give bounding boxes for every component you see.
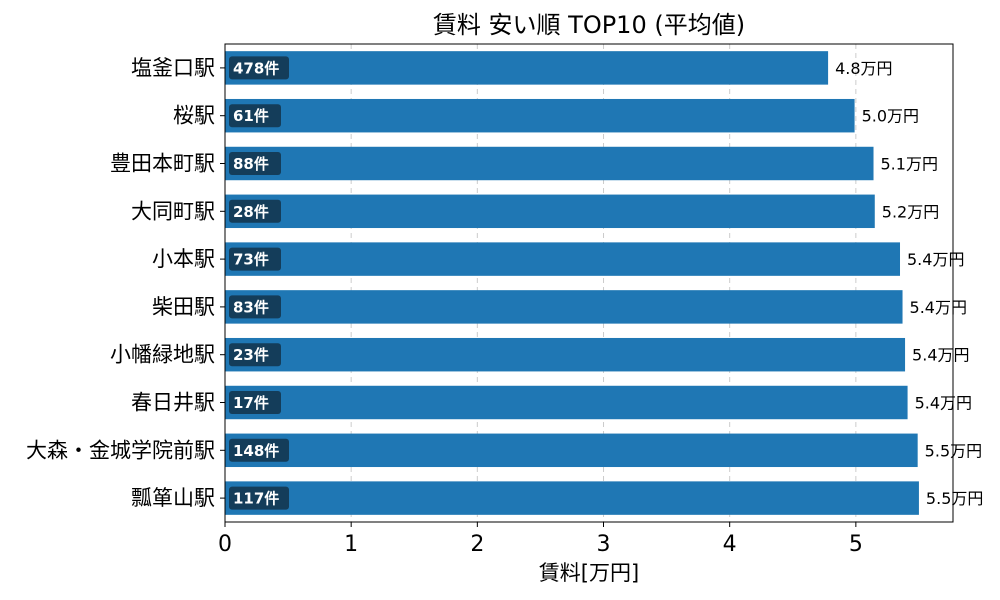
value-label: 5.2万円	[882, 202, 939, 221]
value-label: 5.4万円	[910, 298, 967, 317]
bar	[225, 146, 874, 181]
count-badge	[229, 199, 281, 223]
x-tick-label: 4	[723, 532, 737, 557]
y-tick-label: 瓢箪山駅	[131, 486, 215, 510]
y-tick-label: 小本駅	[152, 247, 215, 271]
count-badge	[229, 247, 281, 271]
value-label: 5.4万円	[915, 394, 972, 413]
y-tick-label: 大同町駅	[131, 199, 215, 223]
value-label: 4.8万円	[835, 59, 892, 78]
value-label: 5.5万円	[926, 489, 983, 508]
count-label: 73件	[233, 251, 269, 269]
count-label: 117件	[233, 490, 279, 508]
count-label: 28件	[233, 203, 269, 221]
bar	[225, 337, 906, 372]
count-label: 61件	[233, 107, 269, 125]
count-label: 83件	[233, 298, 269, 316]
x-tick-label: 2	[470, 532, 484, 557]
count-badge	[229, 104, 281, 128]
y-tick-label: 桜駅	[173, 104, 215, 128]
count-label: 17件	[233, 394, 269, 412]
bar	[225, 481, 919, 515]
x-tick-label: 0	[218, 532, 232, 557]
y-tick-label: 小幡緑地駅	[110, 343, 215, 367]
bar	[225, 194, 875, 229]
bar	[225, 290, 903, 324]
count-badge	[229, 56, 289, 80]
count-badge	[229, 343, 281, 367]
bar	[225, 385, 908, 420]
count-label: 148件	[233, 442, 279, 460]
x-axis: 0 1 2 3 4 5	[218, 522, 863, 557]
count-badge	[229, 438, 289, 462]
value-label: 5.1万円	[881, 155, 938, 174]
count-badge	[229, 295, 281, 319]
bar	[225, 242, 901, 276]
x-tick-label: 1	[344, 532, 358, 557]
bar	[225, 433, 918, 468]
value-label: 5.4万円	[907, 250, 964, 269]
count-badge	[229, 152, 281, 175]
value-label: 5.0万円	[862, 107, 919, 126]
x-axis-label: 賃料[万円]	[539, 561, 639, 585]
count-label: 478件	[233, 59, 279, 77]
y-tick-label: 柴田駅	[152, 295, 215, 319]
y-tick-label: 豊田本町駅	[110, 152, 215, 176]
bars: 478件 4.8万円 61件 5.0万円 88件 5.1万円 28件 5.2万円 73件 5.4万…	[225, 51, 983, 515]
y-axis: 塩釜口駅桜駅豊田本町駅大同町駅小本駅柴田駅小幡緑地駅春日井駅大森・金城学院前駅瓢…	[26, 56, 225, 510]
y-tick-label: 春日井駅	[131, 391, 215, 415]
x-tick-label: 5	[849, 532, 863, 557]
value-label: 5.4万円	[912, 346, 969, 365]
count-label: 88件	[233, 155, 269, 173]
y-tick-label: 大森・金城学院前駅	[26, 438, 215, 462]
x-tick-label: 3	[597, 532, 611, 557]
count-label: 23件	[233, 346, 269, 364]
chart-title: 賃料 安い順 TOP10 (平均値)	[433, 11, 745, 39]
bar	[225, 51, 829, 85]
y-tick-label: 塩釜口駅	[131, 56, 215, 80]
count-badge	[229, 391, 281, 414]
bar	[225, 98, 855, 133]
count-badge	[229, 486, 289, 510]
plot-frame	[224, 43, 954, 523]
